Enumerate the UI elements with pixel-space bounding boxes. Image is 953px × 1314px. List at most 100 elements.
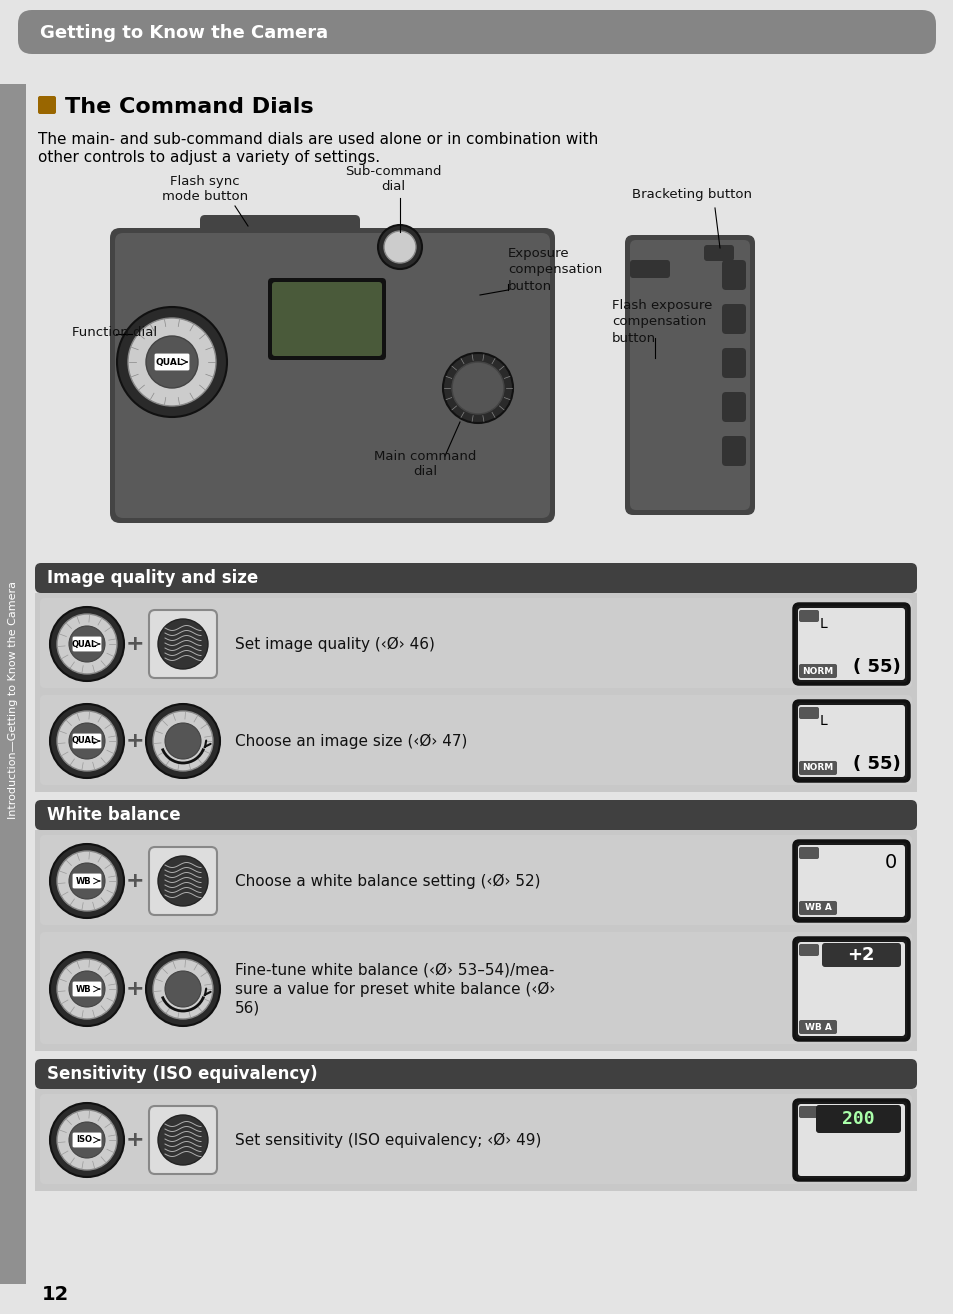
FancyBboxPatch shape xyxy=(40,932,911,1045)
Bar xyxy=(35,593,916,792)
FancyBboxPatch shape xyxy=(71,636,102,652)
Text: Fine-tune white balance (‹Ø› 53–54)/mea-: Fine-tune white balance (‹Ø› 53–54)/mea- xyxy=(234,962,554,978)
Text: Bracketing button: Bracketing button xyxy=(631,188,751,201)
Text: WB: WB xyxy=(76,984,91,993)
Text: ( 55): ( 55) xyxy=(852,658,900,675)
FancyBboxPatch shape xyxy=(721,392,745,422)
Circle shape xyxy=(57,1110,117,1169)
Text: ISO: ISO xyxy=(76,1135,91,1144)
Circle shape xyxy=(57,711,117,771)
Circle shape xyxy=(69,1122,105,1158)
Circle shape xyxy=(57,614,117,674)
Circle shape xyxy=(128,318,215,406)
Text: QUAL: QUAL xyxy=(71,737,96,745)
Text: Main command
dial: Main command dial xyxy=(374,449,476,478)
Text: WB: WB xyxy=(76,876,91,886)
FancyBboxPatch shape xyxy=(629,240,749,510)
Text: +2: +2 xyxy=(846,946,874,964)
Text: Image quality and size: Image quality and size xyxy=(47,569,258,587)
FancyBboxPatch shape xyxy=(110,229,555,523)
Text: Choose a white balance setting (‹Ø› 52): Choose a white balance setting (‹Ø› 52) xyxy=(234,874,540,888)
FancyBboxPatch shape xyxy=(799,943,818,957)
FancyBboxPatch shape xyxy=(821,943,900,967)
Text: +: + xyxy=(126,731,144,752)
FancyBboxPatch shape xyxy=(799,1106,818,1118)
Circle shape xyxy=(69,723,105,759)
Circle shape xyxy=(57,851,117,911)
FancyBboxPatch shape xyxy=(799,1020,836,1034)
FancyBboxPatch shape xyxy=(815,1105,900,1133)
Text: 56): 56) xyxy=(234,1000,260,1016)
Text: NORM: NORM xyxy=(801,666,833,675)
Text: +: + xyxy=(126,1130,144,1150)
Text: 12: 12 xyxy=(42,1285,70,1305)
Circle shape xyxy=(117,307,227,417)
Circle shape xyxy=(165,971,201,1007)
Circle shape xyxy=(69,971,105,1007)
FancyBboxPatch shape xyxy=(40,598,911,689)
FancyBboxPatch shape xyxy=(149,610,216,678)
Text: +: + xyxy=(126,633,144,654)
FancyBboxPatch shape xyxy=(40,834,911,925)
Circle shape xyxy=(158,1116,208,1166)
FancyBboxPatch shape xyxy=(71,733,102,749)
Text: Sub-command
dial: Sub-command dial xyxy=(344,166,441,193)
Text: Exposure
compensation
button: Exposure compensation button xyxy=(507,247,601,293)
FancyBboxPatch shape xyxy=(721,304,745,334)
Circle shape xyxy=(50,607,124,681)
Text: +: + xyxy=(126,979,144,999)
Text: Function dial: Function dial xyxy=(71,326,157,339)
FancyBboxPatch shape xyxy=(799,664,836,678)
Circle shape xyxy=(158,855,208,905)
FancyBboxPatch shape xyxy=(721,260,745,290)
Circle shape xyxy=(146,336,198,388)
Text: QUAL: QUAL xyxy=(71,640,96,649)
Circle shape xyxy=(69,625,105,662)
FancyBboxPatch shape xyxy=(18,11,935,54)
FancyBboxPatch shape xyxy=(200,215,359,243)
Text: The main- and sub-command dials are used alone or in combination with: The main- and sub-command dials are used… xyxy=(38,131,598,147)
Circle shape xyxy=(152,959,213,1018)
Circle shape xyxy=(158,619,208,669)
FancyBboxPatch shape xyxy=(793,1100,908,1180)
Text: Sensitivity (ISO equivalency): Sensitivity (ISO equivalency) xyxy=(47,1066,317,1083)
Circle shape xyxy=(50,844,124,918)
FancyBboxPatch shape xyxy=(797,942,904,1035)
FancyBboxPatch shape xyxy=(35,800,916,830)
Circle shape xyxy=(384,231,416,263)
Circle shape xyxy=(50,953,124,1026)
Circle shape xyxy=(146,953,220,1026)
FancyBboxPatch shape xyxy=(71,982,102,997)
FancyBboxPatch shape xyxy=(149,848,216,915)
FancyBboxPatch shape xyxy=(153,353,190,371)
Circle shape xyxy=(152,711,213,771)
FancyBboxPatch shape xyxy=(35,1059,916,1089)
FancyBboxPatch shape xyxy=(797,1104,904,1176)
FancyBboxPatch shape xyxy=(272,283,381,356)
Text: The Command Dials: The Command Dials xyxy=(65,97,314,117)
Text: WB A: WB A xyxy=(803,1022,831,1031)
Bar xyxy=(0,84,26,1284)
Circle shape xyxy=(69,863,105,899)
FancyBboxPatch shape xyxy=(629,260,669,279)
Text: Set image quality (‹Ø› 46): Set image quality (‹Ø› 46) xyxy=(234,636,435,652)
FancyBboxPatch shape xyxy=(38,96,56,114)
Circle shape xyxy=(165,723,201,759)
Text: White balance: White balance xyxy=(47,805,180,824)
Bar xyxy=(35,1089,916,1190)
Text: NORM: NORM xyxy=(801,763,833,773)
Circle shape xyxy=(57,959,117,1018)
FancyBboxPatch shape xyxy=(797,706,904,777)
Text: 200: 200 xyxy=(841,1110,873,1127)
Bar xyxy=(35,830,916,1051)
FancyBboxPatch shape xyxy=(115,233,550,518)
FancyBboxPatch shape xyxy=(40,695,911,784)
Circle shape xyxy=(377,225,421,269)
FancyBboxPatch shape xyxy=(799,707,818,719)
Text: Flash exposure
compensation
button: Flash exposure compensation button xyxy=(612,300,712,344)
Text: L: L xyxy=(820,618,827,631)
FancyBboxPatch shape xyxy=(797,608,904,681)
FancyBboxPatch shape xyxy=(799,848,818,859)
Text: Choose an image size (‹Ø› 47): Choose an image size (‹Ø› 47) xyxy=(234,733,467,749)
FancyBboxPatch shape xyxy=(624,235,754,515)
